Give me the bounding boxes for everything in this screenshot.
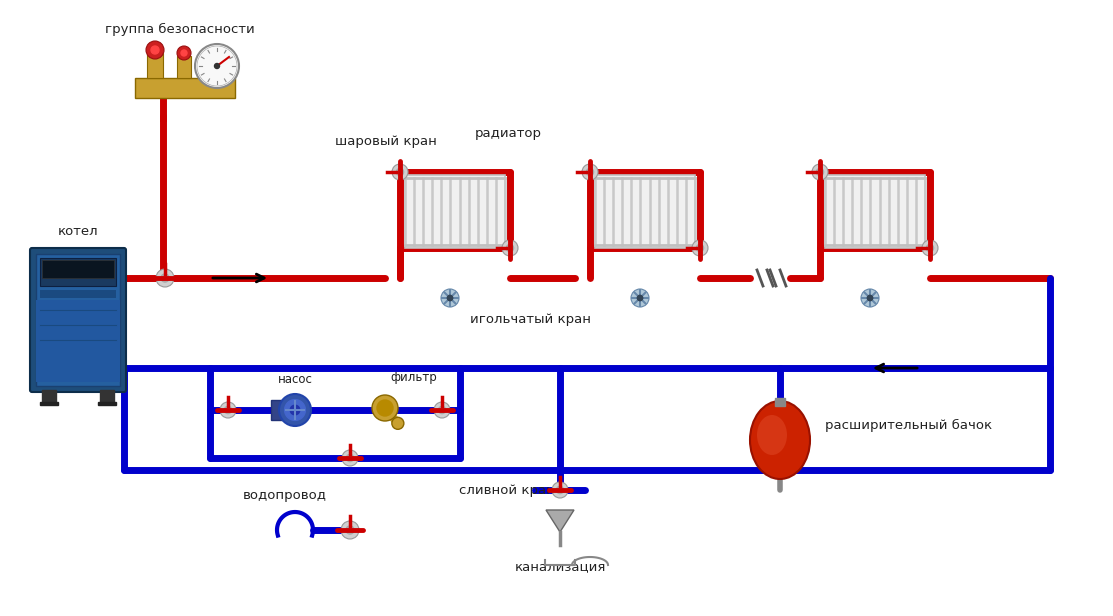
- Text: канализация: канализация: [514, 560, 605, 573]
- Text: игольчатый кран: игольчатый кран: [470, 313, 591, 326]
- Circle shape: [177, 46, 191, 60]
- Bar: [40, 290, 116, 298]
- Bar: [405, 175, 505, 248]
- Circle shape: [181, 50, 187, 56]
- Ellipse shape: [750, 401, 810, 479]
- Text: фильтр: фильтр: [390, 371, 436, 384]
- Bar: [270, 400, 295, 419]
- Circle shape: [392, 417, 404, 429]
- Circle shape: [439, 407, 445, 413]
- Ellipse shape: [757, 415, 787, 455]
- Bar: [100, 390, 114, 402]
- Circle shape: [151, 46, 159, 54]
- Bar: [825, 175, 925, 248]
- Bar: [42, 260, 114, 278]
- Text: шаровый кран: шаровый кран: [335, 135, 437, 148]
- Circle shape: [346, 455, 354, 461]
- Circle shape: [392, 164, 408, 180]
- Circle shape: [215, 63, 219, 68]
- Circle shape: [290, 405, 299, 415]
- Circle shape: [156, 269, 174, 287]
- Circle shape: [817, 168, 824, 176]
- Text: насос: насос: [277, 373, 313, 386]
- Text: котел: котел: [58, 225, 98, 238]
- Circle shape: [161, 274, 169, 282]
- Polygon shape: [546, 510, 574, 532]
- Circle shape: [502, 240, 518, 256]
- Circle shape: [342, 450, 358, 466]
- Circle shape: [812, 164, 828, 180]
- Circle shape: [638, 295, 642, 301]
- Text: расширительный бачок: расширительный бачок: [825, 418, 992, 432]
- Circle shape: [556, 487, 563, 493]
- Circle shape: [372, 395, 398, 421]
- Bar: [775, 398, 785, 406]
- Circle shape: [922, 240, 938, 256]
- Circle shape: [396, 168, 404, 176]
- Circle shape: [861, 289, 879, 307]
- Circle shape: [506, 245, 513, 251]
- Circle shape: [867, 295, 873, 301]
- Text: водопровод: водопровод: [243, 489, 327, 502]
- Bar: [147, 53, 162, 78]
- Circle shape: [447, 295, 453, 301]
- Circle shape: [926, 245, 934, 251]
- Bar: [135, 78, 235, 98]
- Circle shape: [146, 41, 164, 59]
- Circle shape: [552, 482, 568, 498]
- Text: сливной кран: сливной кран: [460, 484, 555, 496]
- Circle shape: [434, 402, 450, 418]
- Bar: [98, 402, 116, 405]
- Bar: [36, 254, 120, 386]
- Circle shape: [220, 402, 236, 418]
- Circle shape: [285, 400, 305, 420]
- Text: радиатор: радиатор: [475, 127, 542, 140]
- Bar: [40, 402, 58, 405]
- Circle shape: [587, 168, 593, 176]
- Circle shape: [197, 46, 237, 86]
- Bar: [36, 300, 120, 382]
- Circle shape: [631, 289, 649, 307]
- Bar: [595, 175, 695, 248]
- Bar: [42, 390, 56, 402]
- Circle shape: [346, 526, 354, 534]
- Circle shape: [697, 245, 703, 251]
- Bar: [40, 258, 116, 286]
- FancyBboxPatch shape: [30, 248, 126, 392]
- Circle shape: [225, 407, 232, 413]
- Circle shape: [195, 44, 239, 88]
- Circle shape: [692, 240, 708, 256]
- Circle shape: [341, 521, 359, 539]
- Text: группа безопасности: группа безопасности: [105, 23, 255, 36]
- Circle shape: [582, 164, 598, 180]
- Circle shape: [377, 400, 393, 416]
- Circle shape: [279, 394, 311, 426]
- Bar: [177, 56, 191, 78]
- Circle shape: [441, 289, 459, 307]
